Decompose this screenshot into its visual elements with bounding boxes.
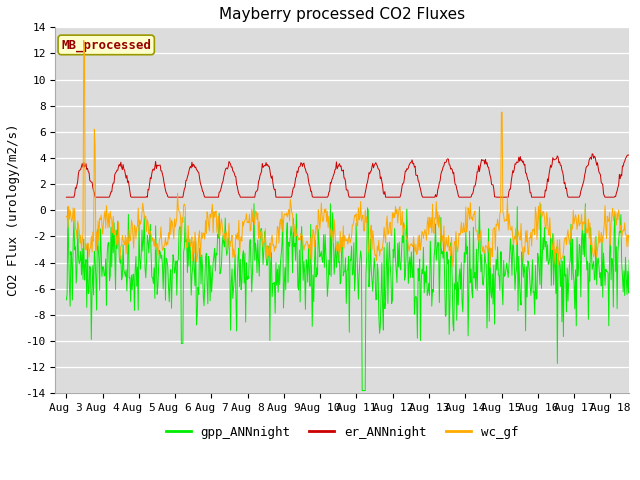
Text: MB_processed: MB_processed — [61, 38, 151, 51]
Legend: gpp_ANNnight, er_ANNnight, wc_gf: gpp_ANNnight, er_ANNnight, wc_gf — [161, 420, 524, 444]
Title: Mayberry processed CO2 Fluxes: Mayberry processed CO2 Fluxes — [219, 7, 465, 22]
Y-axis label: CO2 Flux (urology/m2/s): CO2 Flux (urology/m2/s) — [7, 124, 20, 297]
